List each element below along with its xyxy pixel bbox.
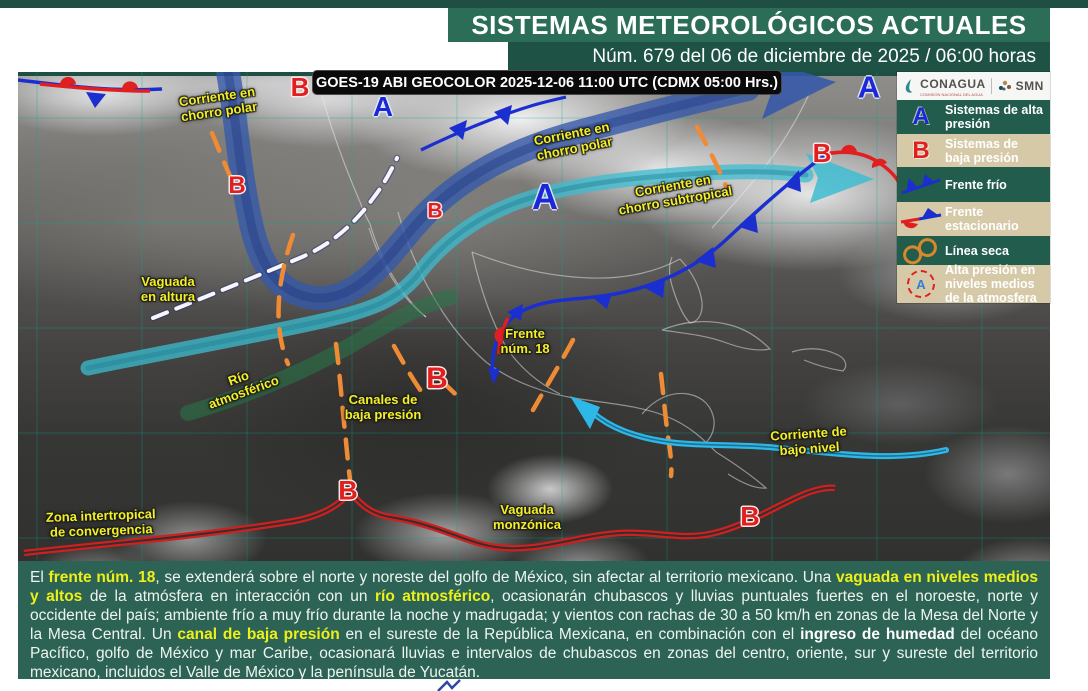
satellite-caption-bar: GOES-19 ABI GEOCOLOR 2025-12-06 11:00 UT…: [312, 70, 782, 95]
legend-item-alta-presion-media-label: Alta presión en niveles medios de la atm…: [945, 263, 1037, 305]
legend-items: A Sistemas de alta presión B Sistemas de ba…: [897, 100, 1050, 305]
dry-line-icon: [897, 237, 945, 265]
satellite-caption: GOES-19 ABI GEOCOLOR 2025-12-06 11:00 UT…: [315, 74, 778, 91]
forecast-segment: río atmosférico: [375, 588, 491, 605]
legend-item-alta-presion-media: A Alta presión en niveles medios de la at…: [897, 263, 1050, 305]
bulletin-number: Núm. 679 del 06 de diciembre de 2025 / 0…: [592, 46, 1036, 67]
front-18-label: Frente núm. 18: [500, 326, 550, 356]
high-pressure-A-northeast: A: [857, 69, 881, 105]
low-pressure-B-north: B: [290, 72, 310, 102]
low-pressure-channels-label: Canales de baja presión: [344, 392, 422, 422]
legend-item-alta-presion-label: Sistemas de alta presión: [945, 103, 1043, 131]
stationary-front-icon: [897, 207, 945, 231]
itcz-label: Zona intertropical de convergencia: [45, 506, 156, 540]
forecast-segment: El: [30, 569, 49, 586]
low-level-current-label: Corriente de bajo nivel: [769, 423, 848, 459]
top-strip: [0, 0, 1088, 8]
legend-header: CONAGUA COMISIÓN NACIONAL DEL AGUA SMN: [897, 72, 1050, 100]
forecast-segment: en el sureste de la República Mexicana, …: [339, 626, 801, 643]
forecast-segment: , ocasionarán chubascos y lluvias puntua…: [30, 588, 1038, 643]
page-title: SISTEMAS METEOROLÓGICOS ACTUALES: [471, 9, 1027, 40]
legend-item-linea-seca-label: Línea seca: [945, 243, 1009, 258]
conagua-logo: CONAGUA COMISIÓN NACIONAL DEL AGUA: [903, 75, 986, 97]
forecast-segment: del océano Pacífico, golfo de México y m…: [30, 626, 1038, 681]
cold-front-icon: [897, 173, 945, 197]
mid-level-high-icon: A: [897, 270, 945, 298]
low-pressure-B-west: B: [228, 172, 246, 199]
legend-item-frente-estacionario: Frente estacionario: [897, 202, 1050, 236]
legend-item-alta-presion: A Sistemas de alta presión: [897, 100, 1050, 134]
legend-item-frente-estacionario-label: Frente estacionario: [945, 205, 1019, 233]
forecast-segment: , se extenderá sobre el norte y noreste …: [155, 569, 836, 586]
forecast-segment: canal de baja presión: [177, 626, 340, 643]
low-pressure-B-icon: B: [912, 136, 930, 164]
low-pressure-B-plains: B: [427, 199, 443, 223]
low-pressure-B-east: B: [812, 138, 832, 168]
forecast-segment: de la atmósfera en interacción con un: [82, 588, 375, 605]
low-pressure-B-central-mexico: B: [426, 362, 448, 395]
forecast-segment: vaguada en niveles medios y altos: [30, 569, 1038, 605]
smn-logo: SMN: [997, 79, 1044, 93]
monsoon-trough-label: Vaguada monzónica: [493, 502, 561, 532]
low-pressure-B-caribbean-itcz: B: [740, 501, 760, 532]
legend-item-frente-frio: Frente frío: [897, 167, 1050, 202]
high-pressure-A-west: A: [372, 91, 394, 122]
low-pressure-B-pacific-itcz: B: [338, 475, 358, 506]
forecast-text: El frente núm. 18, se extenderá sobre el…: [18, 561, 1050, 681]
legend: CONAGUA COMISIÓN NACIONAL DEL AGUA SMN A…: [897, 72, 1050, 305]
conagua-drop-icon: [905, 79, 913, 93]
page-title-bar: SISTEMAS METEOROLÓGICOS ACTUALES: [448, 8, 1050, 42]
high-pressure-A-icon: A: [912, 103, 930, 130]
high-pressure-A-gulf-plains: A: [532, 176, 558, 217]
upper-trough-label: Vaguada en altura: [140, 274, 196, 304]
smn-emblem-icon: [998, 80, 1011, 91]
legend-item-baja-presion: B Sistemas de baja presión: [897, 134, 1050, 167]
legend-item-frente-frio-label: Frente frío: [945, 177, 1007, 192]
legend-item-linea-seca: Línea seca: [897, 236, 1050, 265]
legend-divider: [990, 78, 992, 94]
legend-item-baja-presion-label: Sistemas de baja presión: [945, 136, 1019, 165]
forecast-segment: ingreso de humedad: [800, 626, 955, 643]
bulletin-number-bar: Núm. 679 del 06 de diciembre de 2025 / 0…: [508, 42, 1050, 72]
forecast-segment: frente núm. 18: [48, 569, 156, 586]
